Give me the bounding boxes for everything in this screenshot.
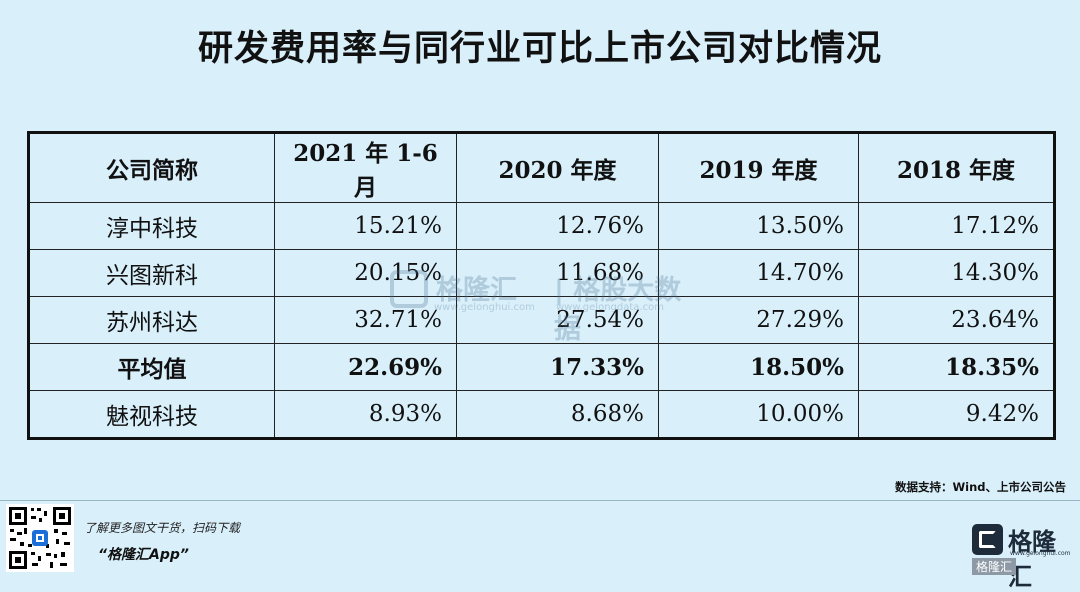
cell-value: 14.70% — [658, 249, 859, 297]
cell-value: 12.76% — [456, 202, 659, 250]
header-2019: 2019 年度 — [658, 132, 859, 203]
logo-g-icon — [972, 524, 1003, 555]
cell-value: 18.50% — [658, 343, 859, 391]
cell-value: 32.71% — [274, 296, 457, 344]
header-2021h1: 2021 年 1-6 月 — [274, 132, 457, 203]
header-company: 公司简称 — [28, 132, 275, 203]
cell-value: 14.30% — [858, 249, 1055, 297]
logo-text: 格隆汇 — [1008, 528, 1056, 591]
promo-app-name: “格隆汇App” — [98, 547, 189, 563]
header-2020: 2020 年度 — [456, 132, 659, 203]
table-header-row: 公司简称 2021 年 1-6 月 2020 年度 2019 年度 2018 年… — [28, 132, 1055, 203]
cell-value: 8.93% — [274, 390, 457, 439]
logo-site: www.gelonghui.com — [1010, 550, 1071, 557]
table-row-average: 平均值 22.69% 17.33% 18.50% 18.35% — [28, 343, 1055, 391]
footer-divider — [0, 500, 1080, 501]
logo-subtext: 格隆汇 — [972, 558, 1017, 575]
company-name: 兴图新科 — [28, 249, 275, 297]
table-row: 兴图新科 20.15% 11.68% 14.70% 14.30% — [28, 249, 1055, 297]
cell-value: 10.00% — [658, 390, 859, 439]
cell-value: 20.15% — [274, 249, 457, 297]
cell-value: 22.69% — [274, 343, 457, 391]
cell-value: 8.68% — [456, 390, 659, 439]
cell-value: 17.33% — [456, 343, 659, 391]
comparison-table: 公司简称 2021 年 1-6 月 2020 年度 2019 年度 2018 年… — [27, 131, 1056, 440]
promo-text: 了解更多图文干货，扫码下载 — [84, 521, 241, 535]
cell-value: 27.29% — [658, 296, 859, 344]
cell-value: 17.12% — [858, 202, 1055, 250]
table-row: 魅视科技 8.93% 8.68% 10.00% 9.42% — [28, 390, 1055, 439]
cell-value: 11.68% — [456, 249, 659, 297]
brand-logo: 格隆汇 www.gelonghui.com 格隆汇 — [972, 522, 1078, 591]
table-row: 淳中科技 15.21% 12.76% 13.50% 17.12% — [28, 202, 1055, 250]
company-name: 淳中科技 — [28, 202, 275, 250]
cell-value: 13.50% — [658, 202, 859, 250]
cell-value: 18.35% — [858, 343, 1055, 391]
cell-value: 15.21% — [274, 202, 457, 250]
average-label: 平均值 — [28, 343, 275, 391]
cell-value: 27.54% — [456, 296, 659, 344]
company-name: 魅视科技 — [28, 390, 275, 439]
cell-value: 9.42% — [858, 390, 1055, 439]
table-row: 苏州科达 32.71% 27.54% 27.29% 23.64% — [28, 296, 1055, 344]
header-2018: 2018 年度 — [858, 132, 1055, 203]
qr-code-icon — [6, 504, 74, 572]
page-title: 研发费用率与同行业可比上市公司对比情况 — [197, 29, 882, 69]
data-source: 数据支持：Wind、上市公司公告 — [894, 480, 1066, 494]
cell-value: 23.64% — [858, 296, 1055, 344]
company-name: 苏州科达 — [28, 296, 275, 344]
